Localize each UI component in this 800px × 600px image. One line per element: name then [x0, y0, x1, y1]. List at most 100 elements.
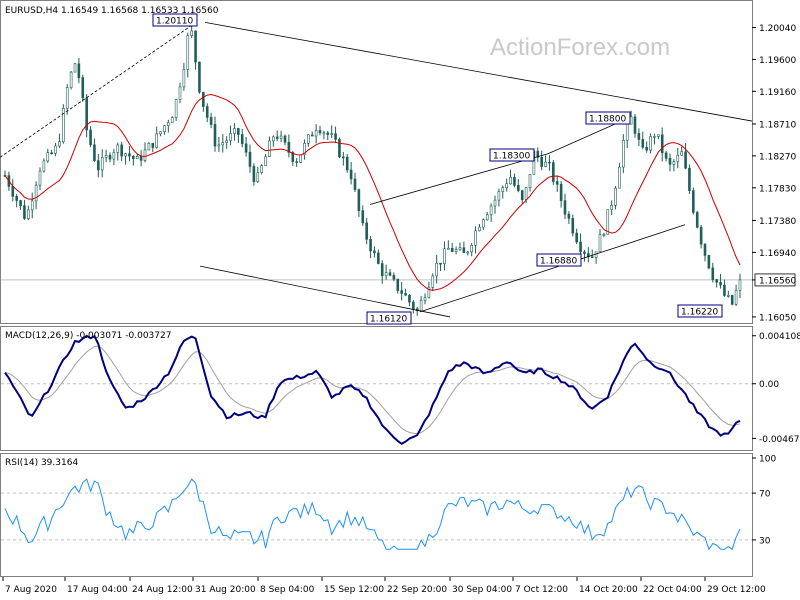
candle-body — [89, 129, 92, 146]
candle-body — [703, 243, 707, 256]
candle-body — [248, 151, 252, 167]
candle-body — [11, 186, 15, 197]
candle-body — [116, 144, 120, 153]
candle-body — [633, 116, 637, 134]
candle-body — [30, 200, 34, 211]
candle-body — [334, 133, 337, 140]
rsi-tick-label: 100 — [759, 455, 776, 465]
candle-body — [614, 187, 617, 206]
candle-body — [186, 35, 190, 70]
candle-body — [431, 275, 435, 288]
candle-body — [178, 86, 182, 100]
candle-body — [528, 174, 532, 188]
candle-body — [377, 252, 380, 264]
candle-body — [268, 140, 271, 157]
candle-body — [322, 132, 326, 135]
descending-channel-top — [204, 22, 753, 122]
candle-body — [660, 134, 664, 154]
candle-body — [680, 151, 683, 156]
candle-body — [454, 249, 458, 252]
rising-channel-bottom — [419, 224, 686, 313]
price-tick-label: 1.20040 — [759, 24, 796, 34]
candle-body — [625, 123, 629, 141]
candle-body — [388, 272, 392, 276]
panel-frames — [0, 0, 753, 577]
candle-body — [58, 141, 61, 147]
candle-body — [458, 247, 462, 250]
time-tick-label: 22 Oct 04:00 — [643, 585, 702, 595]
trendlines — [0, 22, 753, 318]
candle-body — [443, 248, 446, 264]
candle-body — [151, 143, 155, 148]
candle-body — [711, 267, 715, 280]
candle-body — [54, 145, 57, 154]
price-tick-label: 1.17830 — [759, 184, 796, 194]
price-tick-label: 1.16940 — [759, 249, 796, 259]
candle-body — [590, 256, 594, 259]
candle-body — [23, 205, 26, 219]
macd-tick-label: 0.00 — [759, 380, 779, 390]
macd-tick-label: 0.004108 — [759, 332, 800, 342]
macd-header: MACD(12,26,9) -0.003071 -0.003727 — [5, 331, 171, 341]
candle-body — [202, 91, 205, 107]
candle-body — [135, 156, 139, 159]
candle-body — [124, 153, 127, 157]
candle-body — [723, 284, 726, 296]
candle-body — [466, 251, 470, 254]
annotation-label: 1.16220 — [681, 308, 718, 318]
candle-body — [404, 293, 407, 296]
candle-body — [412, 301, 415, 310]
candle-body — [501, 187, 505, 193]
candle-body — [42, 160, 46, 172]
candle-body — [97, 160, 100, 171]
candle-body — [252, 166, 256, 182]
candle-body — [509, 176, 512, 185]
current-price-box — [754, 273, 796, 287]
candle-body — [225, 140, 228, 143]
candle-body — [209, 117, 213, 125]
candle-body — [645, 146, 648, 151]
annotation-box — [677, 304, 723, 318]
candle-body — [108, 154, 112, 160]
candle-body — [307, 134, 310, 144]
time-tick-label: 30 Sep 04:00 — [452, 585, 512, 595]
time-tick-label: 17 Aug 04:00 — [67, 585, 128, 595]
candle-body — [380, 263, 384, 277]
time-tick-label: 29 Oct 12:00 — [707, 585, 766, 595]
current-price-label: 1.16560 — [759, 276, 796, 286]
candle-body — [505, 183, 508, 189]
candle-body — [132, 155, 135, 159]
candle-body — [536, 150, 540, 158]
rsi-panel — [0, 453, 753, 577]
candle-body — [279, 135, 283, 139]
moving-average-line — [4, 93, 741, 291]
candle-body — [567, 213, 571, 219]
candle-body — [513, 176, 516, 186]
time-tick-label: 14 Oct 20:00 — [579, 585, 638, 595]
candle-body — [672, 161, 676, 165]
candle-body — [256, 172, 260, 182]
candle-body — [233, 128, 236, 134]
price-annotations: 1.20110 1.18800 1.18300 1.16880 1.16120 1.162… — [152, 13, 723, 325]
candle-body — [38, 170, 42, 186]
candle-body — [159, 131, 162, 135]
candle-body — [353, 178, 357, 190]
candle-body — [104, 154, 108, 158]
descending-channel-bottom — [199, 265, 451, 318]
candle-body — [260, 165, 263, 173]
candle-body — [641, 139, 645, 148]
candle-body — [100, 156, 104, 171]
candle-body — [73, 63, 77, 73]
candle-body — [120, 144, 123, 157]
candle-body — [369, 239, 372, 252]
candle-body — [365, 222, 368, 240]
candle-body — [575, 232, 578, 243]
candle-body — [65, 87, 69, 109]
candle-body — [610, 204, 613, 210]
candle-body — [112, 151, 116, 160]
price-tick-label: 1.19600 — [759, 56, 796, 66]
candle-body — [221, 142, 225, 146]
candle-body — [291, 152, 295, 162]
candle-body — [62, 108, 65, 142]
annotation-box — [366, 311, 412, 325]
